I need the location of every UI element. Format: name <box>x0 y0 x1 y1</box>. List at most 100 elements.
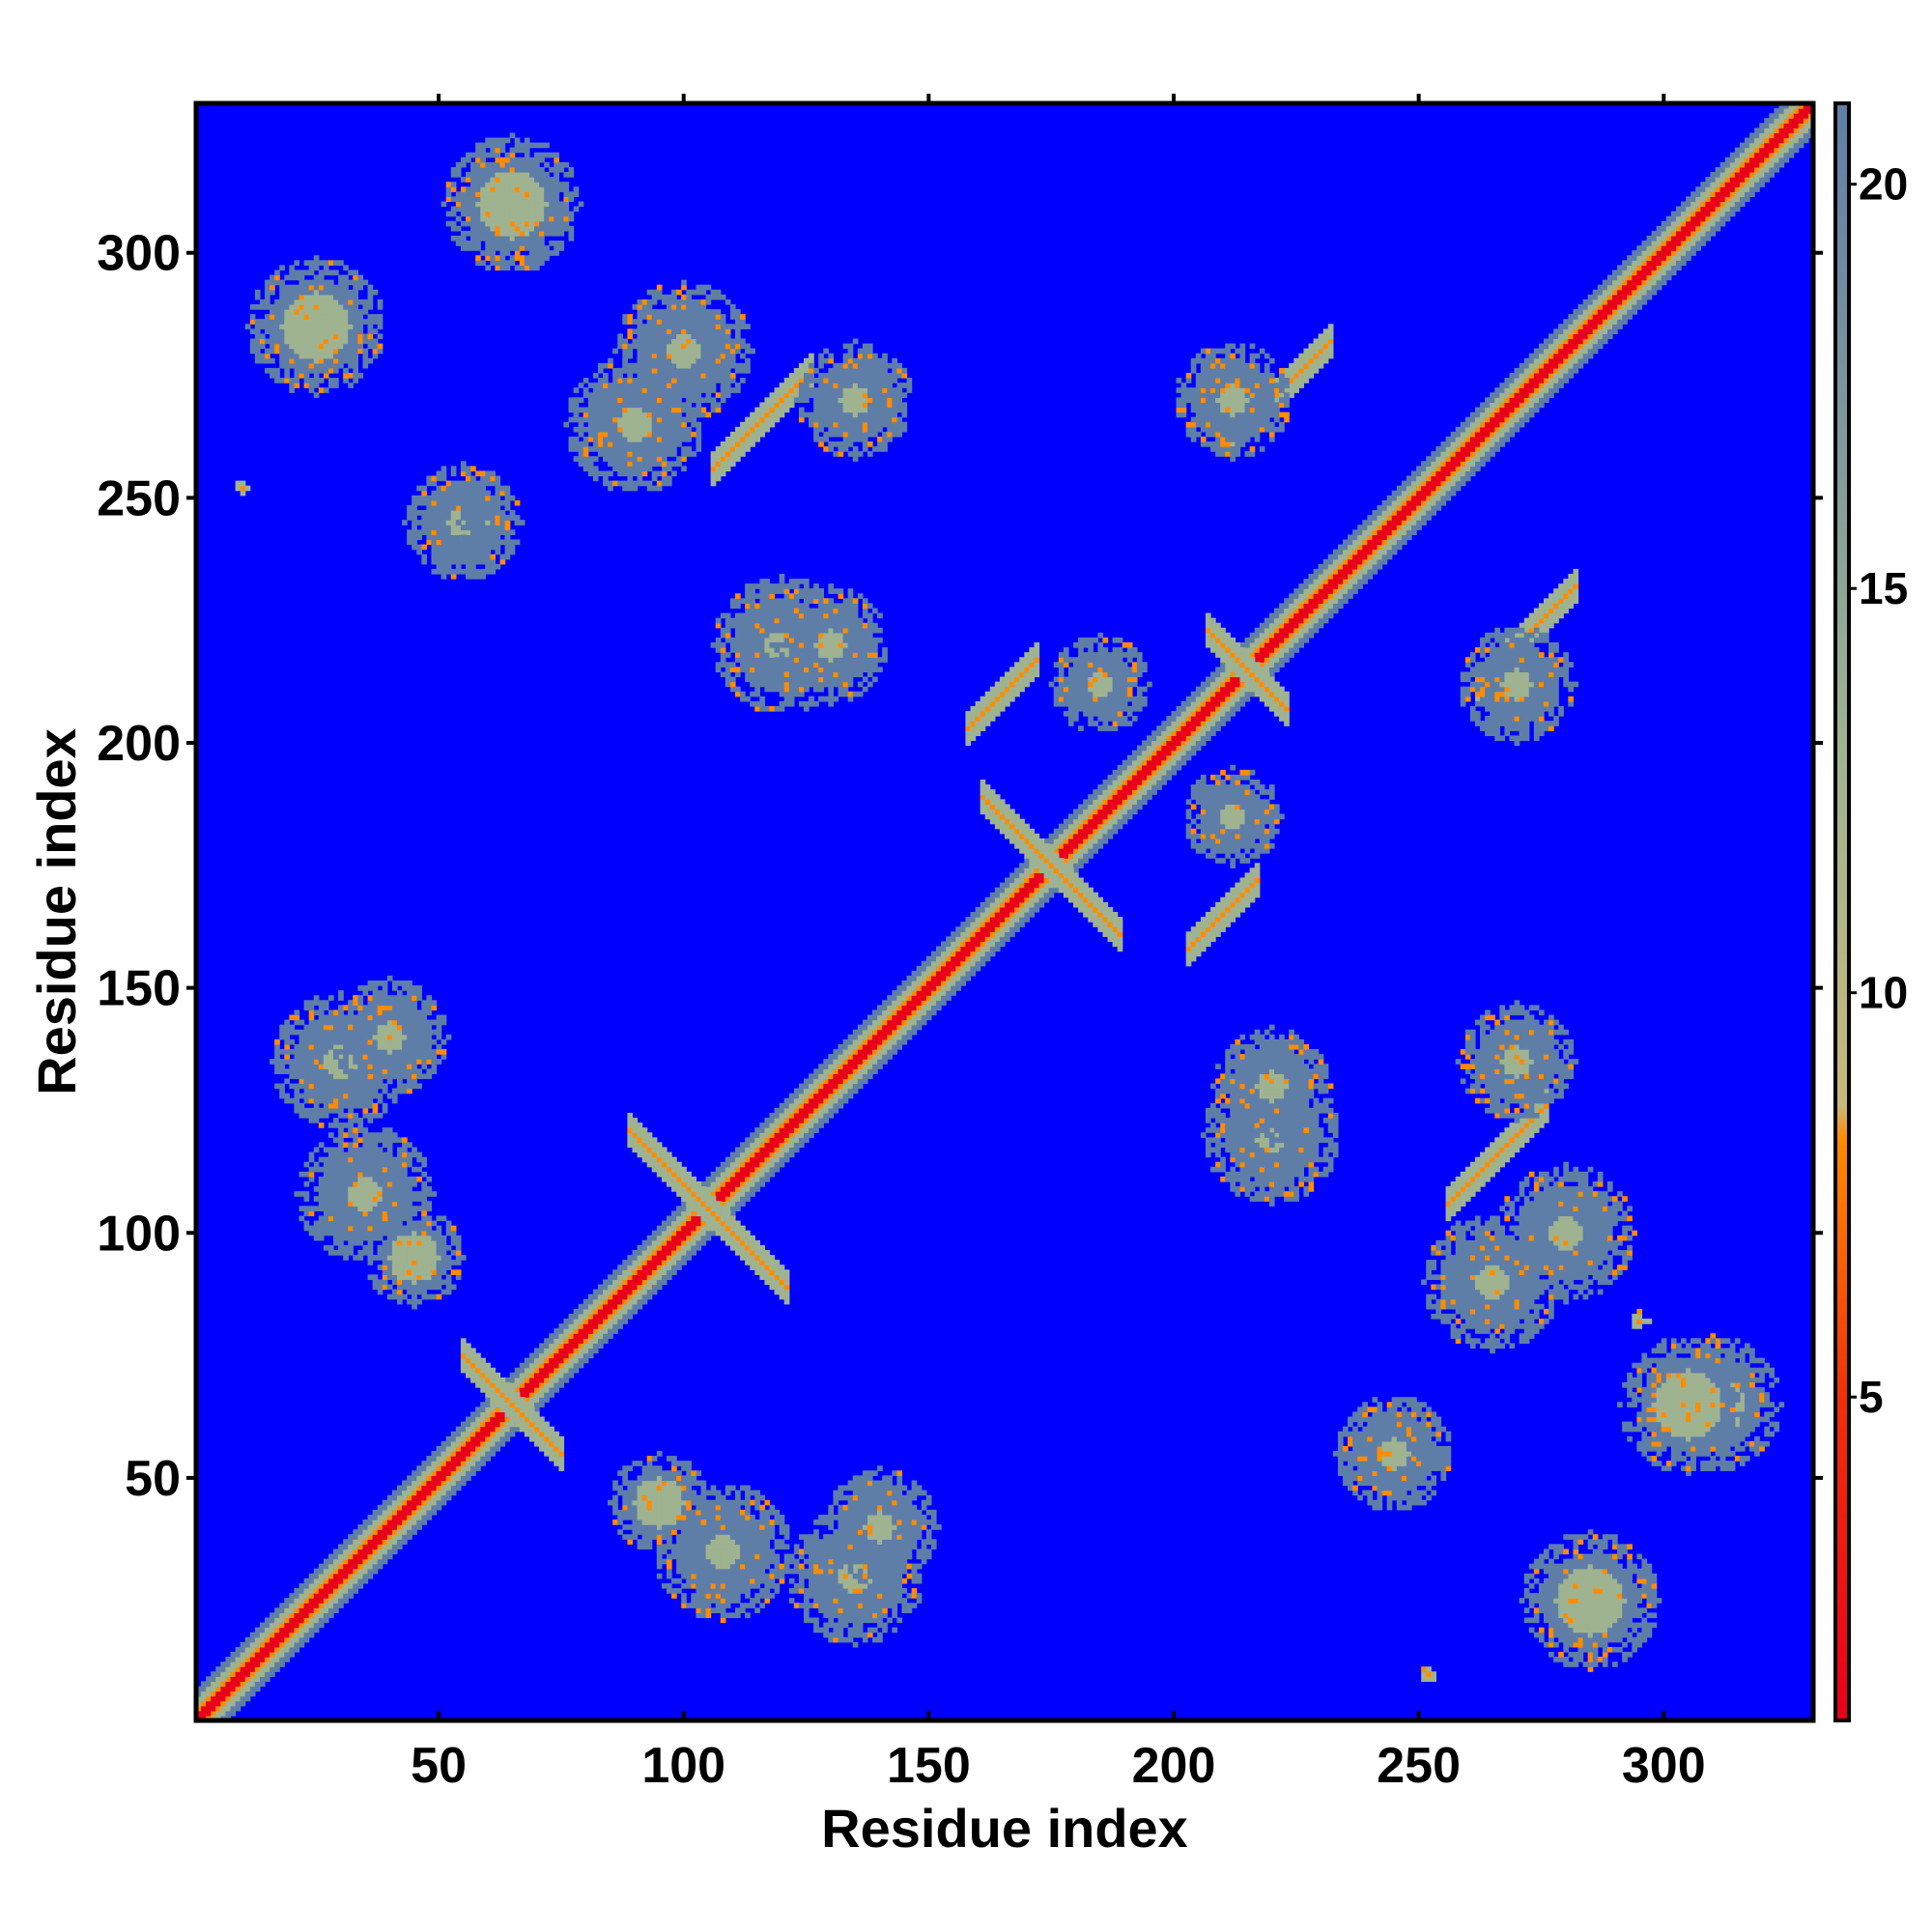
heatmap-cell <box>783 1156 790 1163</box>
heatmap-cell <box>249 1641 256 1648</box>
heatmap-cell <box>1097 917 1104 923</box>
heatmap-cell <box>745 1230 751 1236</box>
heatmap-cell <box>563 1372 570 1378</box>
heatmap-cell <box>1710 230 1717 237</box>
heatmap-cell <box>984 906 991 913</box>
heatmap-cell <box>651 1156 658 1163</box>
heatmap-cell <box>686 1201 692 1207</box>
heatmap-cell <box>1284 696 1290 702</box>
heatmap-cell <box>470 1465 476 1471</box>
heatmap-cell <box>951 965 956 972</box>
heatmap-cell <box>1391 499 1398 506</box>
heatmap-cell <box>485 1377 491 1383</box>
heatmap-cell <box>916 1005 923 1011</box>
heatmap-cell <box>941 1000 947 1006</box>
heatmap-cell <box>509 1377 516 1383</box>
heatmap-cell <box>896 1038 903 1045</box>
heatmap-cell <box>809 1122 814 1128</box>
heatmap-cell <box>1215 637 1221 643</box>
heatmap-cell <box>930 951 937 957</box>
heatmap-cell <box>1093 789 1098 795</box>
heatmap-cell <box>774 1151 781 1158</box>
heatmap-cell <box>823 1102 829 1109</box>
heatmap-cell <box>632 1274 639 1281</box>
heatmap-cell <box>1734 186 1741 192</box>
heatmap-cell <box>975 946 981 952</box>
heatmap-cell <box>1480 441 1486 447</box>
heatmap-cell <box>1126 769 1133 776</box>
heatmap-cell <box>592 1289 599 1295</box>
heatmap-cell <box>1147 794 1152 800</box>
heatmap-cell <box>661 1147 668 1153</box>
heatmap-cell <box>1636 274 1643 281</box>
heatmap-cell <box>1474 421 1481 428</box>
heatmap-cell <box>544 1392 550 1398</box>
heatmap-cell <box>1083 887 1089 894</box>
heatmap-cell <box>906 1014 913 1021</box>
heatmap-cell <box>1372 554 1378 560</box>
heatmap-cell <box>867 1064 873 1069</box>
heatmap-cell <box>813 1068 819 1074</box>
heatmap-cell <box>1244 647 1251 653</box>
heatmap-cell <box>1239 657 1246 663</box>
heatmap-cell <box>544 1431 550 1437</box>
heatmap-cell <box>1485 397 1491 404</box>
heatmap-cell <box>1073 863 1079 868</box>
heatmap-cell <box>1474 412 1481 418</box>
heatmap-cell <box>1126 759 1133 766</box>
heatmap-cell <box>994 941 1001 948</box>
heatmap-cell <box>1690 220 1696 227</box>
heatmap-cell <box>1715 211 1721 217</box>
heatmap-cell <box>603 1333 609 1339</box>
heatmap-cell <box>1274 608 1280 614</box>
heatmap-cell <box>587 1323 594 1329</box>
heatmap-cell <box>407 1520 412 1525</box>
heatmap-cell <box>1093 896 1098 903</box>
heatmap-cell <box>1205 617 1211 624</box>
heatmap-cell <box>671 1161 677 1168</box>
heatmap-cell <box>1724 186 1731 192</box>
heatmap-cell <box>206 1705 212 1712</box>
heatmap-cell <box>1259 627 1265 634</box>
heatmap-cell <box>1332 563 1339 570</box>
heatmap-cell <box>1268 686 1275 693</box>
heatmap-cell <box>901 1005 908 1011</box>
heatmap-cell <box>838 1068 844 1074</box>
heatmap-cell <box>1695 235 1701 242</box>
heatmap-cell <box>348 1539 354 1545</box>
heatmap-cell <box>1151 774 1157 781</box>
heatmap-cell <box>196 1686 202 1692</box>
heatmap-cell <box>270 1627 275 1634</box>
heatmap-cell <box>514 1416 521 1423</box>
heatmap-cell <box>724 1161 731 1168</box>
heatmap-cell <box>1558 348 1564 355</box>
heatmap-cell <box>1009 887 1015 894</box>
heatmap-cell <box>1592 309 1599 315</box>
heatmap-cell <box>421 1465 428 1471</box>
heatmap-cell <box>1259 681 1265 688</box>
heatmap-cell <box>1665 260 1672 266</box>
heatmap-cell <box>1313 568 1320 575</box>
heatmap-cell <box>259 1632 266 1638</box>
heatmap-cell <box>1686 235 1691 242</box>
heatmap-cell <box>294 1636 300 1643</box>
heatmap-cell <box>740 1147 746 1153</box>
heatmap-cell <box>1063 892 1069 898</box>
heatmap-cell <box>676 1250 682 1256</box>
heatmap-cell <box>377 1563 384 1570</box>
heatmap-cell <box>1235 642 1241 648</box>
heatmap-cell <box>509 1406 516 1413</box>
heatmap-cell <box>1490 426 1495 433</box>
heatmap-cell <box>793 1093 800 1099</box>
heatmap-cell <box>1327 554 1334 560</box>
heatmap-cell <box>318 1598 325 1604</box>
heatmap-cell <box>1665 235 1672 242</box>
heatmap-cell <box>882 1019 888 1026</box>
heatmap-cell <box>582 1308 589 1315</box>
heatmap-cell <box>603 1284 609 1291</box>
heatmap-cell <box>906 980 913 986</box>
heatmap-cell <box>705 1186 712 1192</box>
heatmap-cell <box>935 955 942 962</box>
heatmap-cell <box>906 1019 913 1026</box>
heatmap-cell <box>1343 544 1349 551</box>
